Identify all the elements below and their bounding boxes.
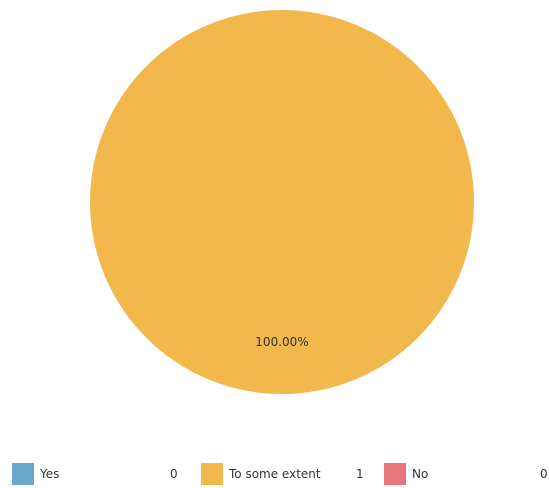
pie-chart: 100.00% xyxy=(90,10,474,394)
legend-value-to-some-extent: 1 xyxy=(356,467,364,481)
chart-legend: Yes 0 To some extent 1 No 0 xyxy=(0,461,549,488)
legend-label-no: No xyxy=(412,467,429,481)
legend-value-no: 0 xyxy=(540,467,548,481)
pie-slice-to-some-extent[interactable] xyxy=(90,10,474,394)
legend-label-yes: Yes xyxy=(40,467,60,481)
legend-value-yes: 0 xyxy=(170,467,178,481)
legend-swatch-yes xyxy=(12,463,34,485)
pie-slices xyxy=(90,10,474,394)
legend-swatch-to-some-extent xyxy=(201,463,223,485)
legend-label-to-some-extent: To some extent xyxy=(229,467,321,481)
slice-label-to-some-extent: 100.00% xyxy=(255,335,308,349)
legend-swatch-no xyxy=(384,463,406,485)
